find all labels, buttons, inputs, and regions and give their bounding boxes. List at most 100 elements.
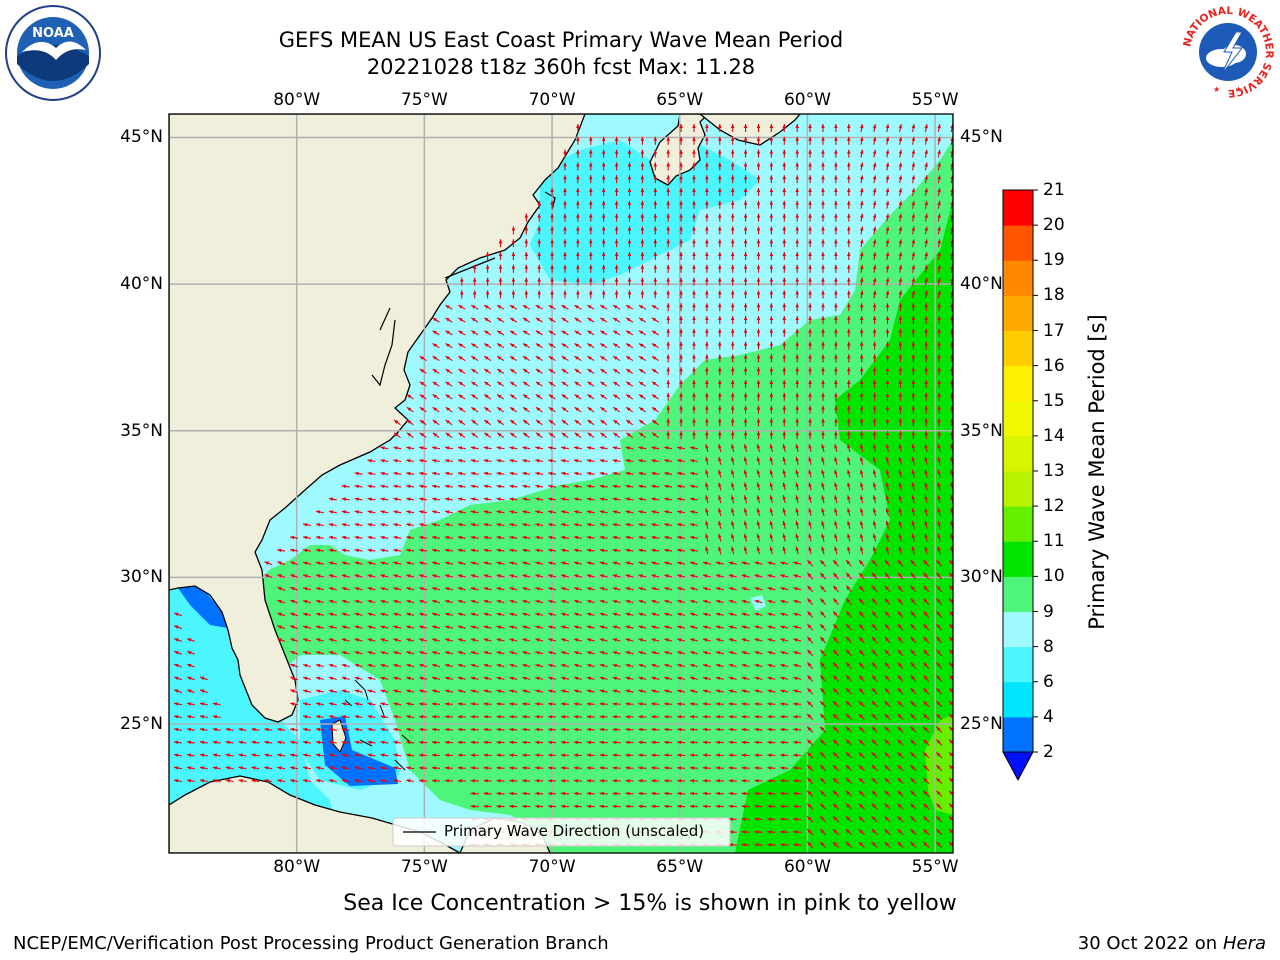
wave-arrow: [743, 392, 748, 401]
wave-arrow: [589, 239, 593, 248]
wave-arrow: [586, 446, 595, 450]
wave-arrow: [692, 431, 696, 440]
wave-arrow: [860, 456, 864, 465]
lon-label-top-3: 65°W: [656, 90, 704, 110]
wave-arrow: [769, 226, 774, 235]
wave-arrow: [679, 188, 683, 196]
wave-arrow: [950, 380, 953, 388]
wave-arrow: [756, 303, 761, 312]
wave-arrow: [705, 354, 709, 363]
wave-arrow: [550, 200, 554, 209]
wave-arrow: [898, 149, 903, 158]
wave-arrow: [367, 561, 376, 565]
wave-arrow: [795, 469, 799, 478]
wave-arrow: [834, 520, 838, 529]
wave-arrow: [795, 443, 799, 453]
wave-arrow: [795, 431, 799, 440]
wave-arrow: [432, 446, 440, 450]
wave-arrow: [769, 328, 774, 337]
wave-arrow: [821, 239, 825, 248]
wave-arrow: [548, 406, 556, 413]
wave-arrow: [653, 162, 658, 171]
lat-label-left-1: 40°N: [120, 274, 163, 295]
wave-arrow: [859, 149, 864, 158]
wave-arrow: [535, 497, 544, 501]
wave-arrow: [898, 367, 903, 376]
wave-arrow: [795, 213, 799, 222]
wave-arrow: [625, 330, 634, 336]
wave-arrow: [808, 252, 812, 260]
wave-arrow: [769, 124, 774, 132]
wave-arrow: [574, 343, 582, 349]
wave-arrow: [731, 520, 735, 529]
wave-arrow: [367, 471, 376, 476]
wave-arrow: [328, 535, 337, 540]
wave-arrow: [782, 405, 787, 414]
wave-arrow: [756, 392, 761, 401]
wave-arrow: [563, 200, 567, 209]
wave-arrow: [535, 355, 543, 362]
lat-label-right-2: 35°N: [960, 420, 1003, 441]
wave-arrow: [782, 392, 787, 401]
wave-arrow: [718, 354, 722, 363]
wave-arrow: [730, 188, 735, 196]
wave-arrow: [419, 406, 427, 413]
wave-arrow: [898, 200, 903, 209]
wave-arrow: [743, 277, 748, 286]
wave-arrow: [303, 535, 311, 540]
wave-arrow: [860, 507, 864, 517]
wave-arrow: [537, 226, 541, 235]
wave-arrow: [782, 200, 787, 209]
wave-arrow: [743, 380, 748, 388]
wave-arrow: [795, 124, 799, 132]
wave-arrow: [470, 304, 479, 310]
wave-arrow: [731, 546, 735, 555]
wave-arrow: [550, 252, 554, 260]
wave-arrow: [677, 548, 686, 553]
wave-arrow: [470, 548, 479, 553]
wave-arrow: [860, 533, 864, 542]
wave-arrow: [718, 200, 722, 209]
wave-arrow: [666, 149, 670, 158]
wave-arrow: [872, 239, 877, 248]
wave-arrow: [808, 290, 812, 299]
wave-arrow: [574, 381, 582, 387]
wave-arrow: [911, 456, 915, 465]
wave-arrow: [574, 355, 582, 362]
wave-arrow: [587, 304, 595, 310]
wave-arrow: [924, 328, 928, 337]
wave-arrow: [911, 213, 916, 222]
wave-arrow: [638, 535, 647, 540]
wave-arrow: [535, 471, 544, 476]
lon-label-bottom-5: 55°W: [911, 857, 959, 877]
wave-arrow: [782, 456, 786, 465]
wave-arrow: [937, 264, 941, 273]
wave-arrow: [509, 561, 518, 565]
wave-arrow: [627, 277, 632, 286]
wave-arrow: [692, 341, 696, 350]
wave-arrow: [535, 523, 544, 527]
wave-arrow: [898, 482, 903, 491]
wave-arrow: [937, 354, 941, 363]
wave-arrow: [731, 443, 735, 453]
wave-arrow: [937, 188, 941, 196]
wave-arrow: [872, 264, 877, 273]
wave-arrow: [496, 548, 505, 553]
wave-arrow: [859, 277, 864, 286]
wave-arrow: [483, 355, 492, 362]
wave-arrow: [457, 471, 466, 476]
wave-arrow: [743, 546, 748, 555]
wave-arrow: [692, 136, 696, 145]
wave-arrow: [692, 367, 696, 376]
wave-arrow: [730, 264, 735, 273]
wave-arrow: [589, 226, 593, 235]
wave-arrow: [535, 343, 543, 349]
wave-arrow: [380, 561, 389, 565]
wave-arrow: [924, 507, 928, 517]
wave-arrow: [705, 200, 709, 209]
wave-arrow: [614, 136, 619, 145]
wave-arrow: [471, 368, 479, 374]
wave-arrow: [718, 264, 722, 273]
wave-arrow: [599, 484, 608, 489]
wave-arrow: [548, 484, 557, 489]
